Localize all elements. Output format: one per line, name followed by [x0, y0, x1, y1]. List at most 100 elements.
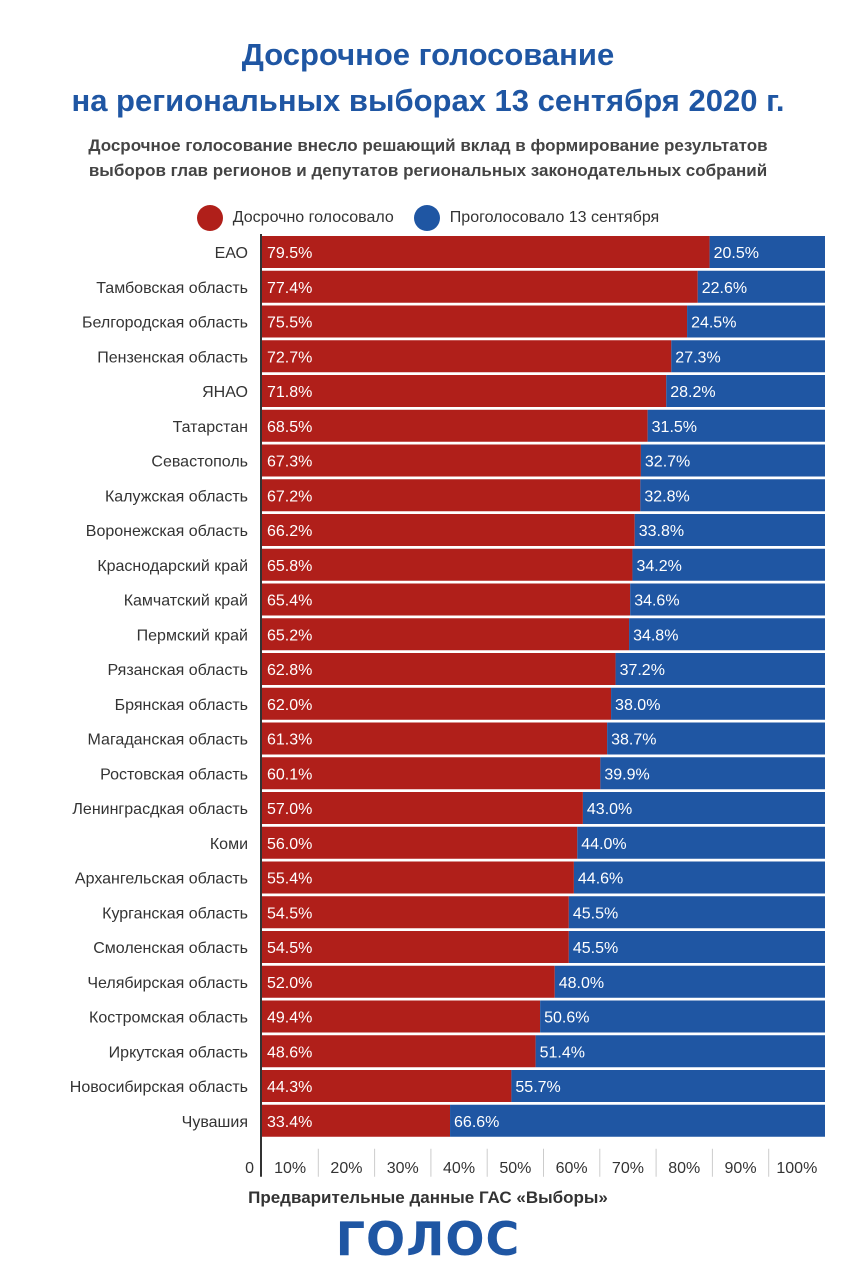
x-tick-label: 80% [668, 1160, 700, 1177]
bar-early [262, 340, 672, 373]
data-label-election-day: 37.2% [620, 662, 665, 679]
bar-early [262, 757, 601, 790]
category-label: Рязанская область [108, 662, 248, 679]
bar-early [262, 618, 630, 651]
data-label-election-day: 34.6% [634, 593, 679, 610]
legend-label-election-day: Проголосовало 13 сентября [449, 209, 660, 226]
data-label-early: 56.0% [267, 836, 312, 853]
bar-election-day [634, 514, 825, 546]
bar-early [262, 826, 578, 859]
data-label-election-day: 38.7% [611, 732, 656, 749]
bar-election-day [607, 722, 825, 755]
bar-election-day [640, 444, 825, 477]
data-label-election-day: 43.0% [587, 801, 632, 818]
data-label-early: 62.0% [267, 697, 312, 714]
chart-subtitle: Досрочное голосование внесло решающий вк… [0, 133, 856, 183]
legend-item-early: Досрочно голосовало [196, 205, 394, 231]
category-label: Коми [210, 836, 248, 853]
bar-early [262, 722, 608, 755]
bar-early [262, 444, 641, 477]
bar-election-day [640, 479, 825, 512]
data-label-early: 68.5% [267, 419, 312, 436]
category-label: Иркутская область [109, 1044, 248, 1061]
data-label-election-day: 51.4% [540, 1044, 585, 1061]
bar-early [262, 861, 574, 894]
bar-election-day [629, 618, 825, 651]
category-label: Челябирская область [87, 975, 248, 992]
category-label: Пермский край [137, 627, 248, 644]
data-label-early: 44.3% [267, 1079, 312, 1096]
category-label: Пензенская область [97, 349, 248, 366]
bar-election-day [568, 931, 825, 963]
category-label: Чувашия [182, 1114, 248, 1131]
category-label: ЕАО [215, 245, 248, 262]
category-label: Курганская область [102, 905, 248, 922]
data-label-early: 65.4% [267, 593, 312, 610]
data-label-early: 54.5% [267, 905, 312, 922]
title-line-1: Досрочное голосование [241, 37, 615, 72]
category-label: Севастополь [151, 454, 248, 471]
data-label-early: 55.4% [267, 871, 312, 888]
bar-early [262, 792, 583, 824]
bar-early [262, 931, 569, 963]
bar-election-day [573, 861, 825, 894]
data-label-election-day: 45.5% [573, 940, 618, 957]
x-tick-label: 20% [330, 1160, 362, 1177]
bar-early [262, 1104, 451, 1137]
data-label-election-day: 27.3% [675, 349, 720, 366]
bar-early [262, 305, 688, 338]
data-label-early: 67.2% [267, 488, 312, 505]
data-label-early: 79.5% [267, 245, 312, 262]
title-line-2: на региональных выборах 13 сентября 2020… [71, 83, 785, 118]
x-tick-label: 60% [556, 1160, 588, 1177]
data-label-early: 60.1% [267, 766, 312, 783]
bar-early [262, 653, 616, 685]
bar-early [262, 236, 710, 268]
data-label-early: 65.2% [267, 627, 312, 644]
data-label-election-day: 28.2% [670, 384, 715, 401]
category-label: Камчатский край [124, 593, 248, 610]
bar-election-day [666, 375, 825, 407]
data-label-election-day: 44.0% [581, 836, 626, 853]
bar-election-day [535, 1035, 825, 1068]
bar-early [262, 583, 631, 616]
data-label-election-day: 32.7% [645, 454, 690, 471]
bar-election-day [577, 826, 825, 859]
category-label: Тамбовская область [96, 280, 248, 297]
data-label-election-day: 34.2% [636, 558, 681, 575]
category-label: Ростовская область [100, 766, 248, 783]
category-label: Брянская область [115, 697, 248, 714]
chart-title: Досрочное голосование на региональных вы… [0, 32, 856, 124]
x-tick-label: 90% [725, 1160, 757, 1177]
legend-item-election-day: Проголосовало 13 сентября [413, 205, 660, 231]
bar-early [262, 514, 635, 546]
bar-early [262, 548, 633, 581]
category-label: Татарстан [173, 419, 248, 436]
data-label-early: 54.5% [267, 940, 312, 957]
data-label-early: 67.3% [267, 454, 312, 471]
bar-early [262, 409, 648, 442]
category-label: Смоленская область [93, 940, 248, 957]
data-label-election-day: 39.9% [604, 766, 649, 783]
data-label-early: 61.3% [267, 732, 312, 749]
x-tick-label: 30% [387, 1160, 419, 1177]
data-label-early: 62.8% [267, 662, 312, 679]
category-label: Ленинграсдкая область [72, 801, 248, 818]
category-label: ЯНАО [202, 384, 248, 401]
x-tick-label: 70% [612, 1160, 644, 1177]
data-label-election-day: 33.8% [639, 523, 684, 540]
bar-election-day [450, 1104, 825, 1137]
bar-election-day [630, 583, 825, 616]
bar-election-day [540, 1000, 825, 1033]
bar-election-day [671, 340, 825, 373]
data-label-early: 49.4% [267, 1010, 312, 1027]
data-label-early: 66.2% [267, 523, 312, 540]
data-label-election-day: 45.5% [573, 905, 618, 922]
bar-early [262, 896, 569, 929]
stacked-bar-chart: ЕАО 79.5% 20.5% Тамбовская область 77.4% 22.6… [70, 234, 825, 1177]
data-label-election-day: 34.8% [633, 627, 678, 644]
data-label-election-day: 66.6% [454, 1114, 499, 1131]
bar-election-day [697, 270, 825, 303]
x-tick-label: 40% [443, 1160, 475, 1177]
bar-election-day [615, 653, 825, 685]
